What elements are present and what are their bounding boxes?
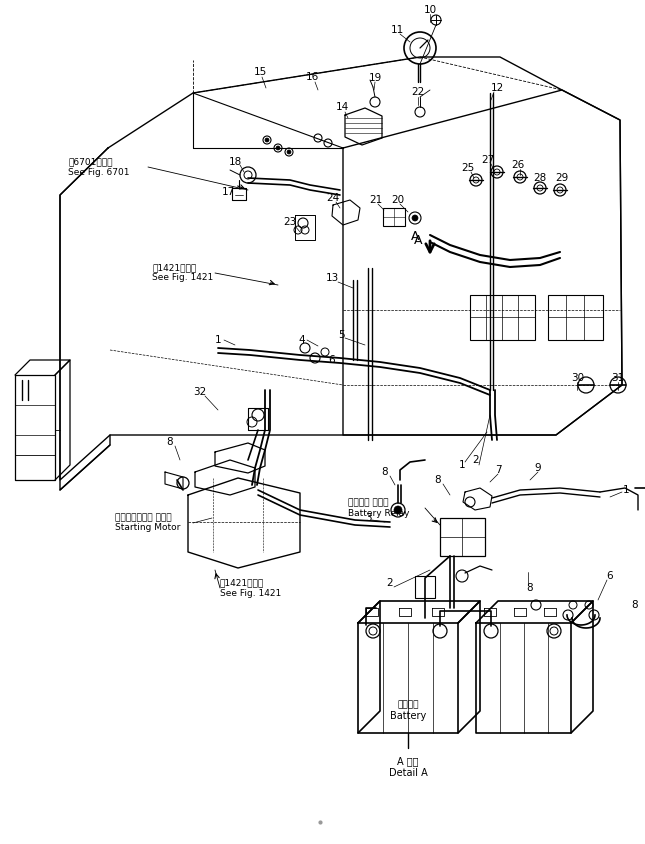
- Text: 8: 8: [435, 475, 441, 485]
- Text: 3: 3: [364, 513, 372, 523]
- Bar: [415, 576, 435, 598]
- Text: 2: 2: [473, 455, 479, 465]
- Text: 8: 8: [166, 437, 174, 447]
- Text: 30: 30: [571, 373, 584, 383]
- Text: 17: 17: [221, 187, 235, 197]
- Text: 6: 6: [329, 355, 335, 365]
- Text: 23: 23: [283, 217, 297, 227]
- Text: 2: 2: [387, 578, 393, 588]
- Circle shape: [412, 215, 418, 221]
- Text: 6: 6: [607, 571, 613, 581]
- Text: 27: 27: [481, 155, 495, 165]
- Text: 8: 8: [631, 600, 639, 610]
- Text: See Fig. 1421: See Fig. 1421: [152, 273, 213, 283]
- Circle shape: [276, 146, 280, 150]
- Text: 14: 14: [335, 102, 349, 112]
- Text: 11: 11: [390, 25, 404, 35]
- Text: 26: 26: [511, 160, 524, 170]
- Circle shape: [550, 627, 558, 635]
- Text: See Fig. 1421: See Fig. 1421: [220, 588, 281, 598]
- Text: 22: 22: [412, 87, 424, 97]
- Text: 19: 19: [368, 73, 382, 83]
- Text: バッテリ リレー: バッテリ リレー: [348, 499, 388, 507]
- Text: 15: 15: [253, 67, 266, 77]
- Text: 21: 21: [370, 195, 382, 205]
- Text: 第1421図参照: 第1421図参照: [152, 263, 196, 273]
- Text: 9: 9: [535, 463, 541, 473]
- Text: 第1421図参照: 第1421図参照: [220, 578, 264, 587]
- Text: 1: 1: [622, 485, 630, 495]
- Text: 8: 8: [382, 467, 388, 477]
- Text: 20: 20: [392, 195, 404, 205]
- Circle shape: [265, 138, 269, 142]
- Text: スターティング モータ: スターティング モータ: [115, 513, 172, 522]
- Text: Starting Motor: Starting Motor: [115, 523, 181, 533]
- Text: Battery Relay: Battery Relay: [348, 508, 410, 517]
- Text: バッテリ: バッテリ: [397, 701, 419, 710]
- Text: 28: 28: [533, 173, 546, 183]
- Text: Detail A: Detail A: [389, 768, 428, 778]
- Text: 8: 8: [527, 583, 533, 593]
- Text: 4: 4: [299, 335, 305, 345]
- Text: 18: 18: [228, 157, 242, 167]
- Text: 12: 12: [490, 83, 504, 93]
- Bar: [470, 295, 535, 340]
- Bar: [548, 295, 603, 340]
- Text: 31: 31: [611, 373, 624, 383]
- Text: A: A: [411, 230, 419, 242]
- Text: 1: 1: [459, 460, 465, 470]
- Circle shape: [369, 627, 377, 635]
- Circle shape: [394, 506, 402, 514]
- Text: 25: 25: [461, 163, 475, 173]
- Text: 13: 13: [325, 273, 339, 283]
- Bar: [440, 518, 485, 556]
- Text: 10: 10: [423, 5, 437, 15]
- Text: 16: 16: [305, 72, 319, 82]
- Text: 第6701図参照: 第6701図参照: [68, 158, 112, 166]
- Text: 7: 7: [495, 465, 501, 475]
- Text: Battery: Battery: [390, 711, 426, 721]
- Text: 24: 24: [326, 193, 340, 203]
- Bar: [383, 208, 405, 226]
- Text: 29: 29: [555, 173, 569, 183]
- Text: 5: 5: [339, 330, 345, 340]
- Text: 32: 32: [194, 387, 206, 397]
- Text: A: A: [413, 234, 422, 246]
- Text: See Fig. 6701: See Fig. 6701: [68, 167, 130, 176]
- Text: 1: 1: [215, 335, 221, 345]
- Text: A 詳細: A 詳細: [397, 756, 419, 766]
- Circle shape: [287, 150, 291, 154]
